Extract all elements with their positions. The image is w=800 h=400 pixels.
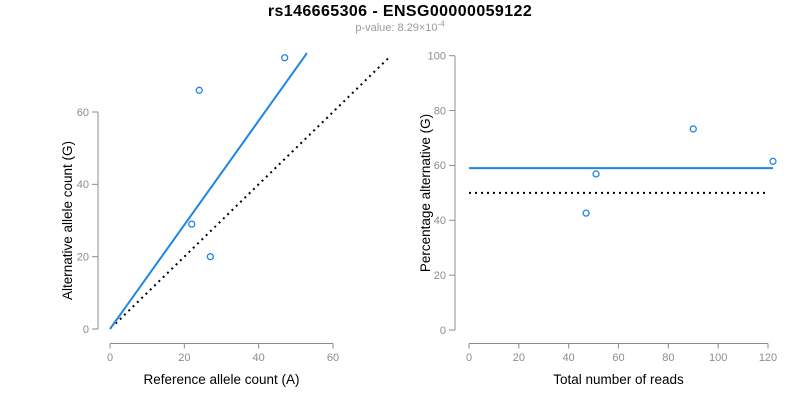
y-tick-label: 60: [434, 160, 446, 172]
y-tick-label: 80: [434, 105, 446, 117]
data-point: [592, 170, 600, 178]
p-value-subtitle: p-value: 8.29×10-4: [0, 19, 800, 34]
x-tick-label: 20: [513, 352, 525, 364]
figure-title: rs146665306 - ENSG00000059122: [267, 3, 533, 20]
x-tick-label: 120: [759, 352, 777, 364]
y-tick-label: 20: [77, 251, 89, 263]
y-tick-label: 0: [83, 324, 89, 336]
x-tick-label: 60: [327, 352, 339, 364]
allele-count-panel: 0 20 40 60 0 20 40 60 Reference allele count (A…: [60, 52, 390, 387]
fit-line: [109, 52, 308, 330]
left-y-axis-title: Alternative allele count (G): [60, 141, 75, 300]
y-tick-label: 40: [77, 179, 89, 191]
x-tick-label: 0: [107, 352, 113, 364]
data-point: [582, 209, 590, 217]
data-point: [188, 220, 196, 228]
right-panel-marks: [469, 125, 777, 217]
right-y-axis-title: Percentage alternative (G): [418, 114, 433, 272]
y-tick-label: 20: [434, 270, 446, 282]
identity-line: [114, 57, 390, 325]
x-tick-label: 80: [662, 352, 674, 364]
x-tick-label: 40: [253, 352, 265, 364]
y-tick-label: 100: [428, 51, 446, 63]
data-point: [195, 86, 203, 94]
right-x-axis-title: Total number of reads: [553, 372, 684, 387]
right-panel-axes: 0 20 40 60 80 100 0 20 40 60 80 100 120: [428, 51, 778, 365]
y-tick-label: 60: [77, 107, 89, 119]
data-point: [689, 125, 697, 133]
left-panel-marks: [109, 52, 390, 330]
p-value-label: p-value:: [355, 22, 395, 34]
x-tick-label: 20: [178, 352, 190, 364]
p-value-mantissa: 8.29×10: [397, 22, 438, 34]
left-panel-axes: 0 20 40 60 0 20 40 60: [77, 107, 339, 364]
x-tick-label: 40: [563, 352, 575, 364]
left-x-axis-title: Reference allele count (A): [143, 372, 299, 387]
y-tick-label: 0: [440, 325, 446, 337]
p-value-exponent: -4: [437, 19, 445, 29]
x-tick-label: 60: [612, 352, 624, 364]
percentage-panel: 0 20 40 60 80 100 0 20 40 60 80 100 120 Total number…: [418, 51, 777, 388]
x-tick-label: 0: [466, 352, 472, 364]
data-point: [769, 157, 777, 165]
data-point: [206, 253, 215, 261]
x-tick-label: 100: [709, 352, 727, 364]
y-tick-label: 40: [434, 215, 446, 227]
data-point: [281, 54, 289, 62]
